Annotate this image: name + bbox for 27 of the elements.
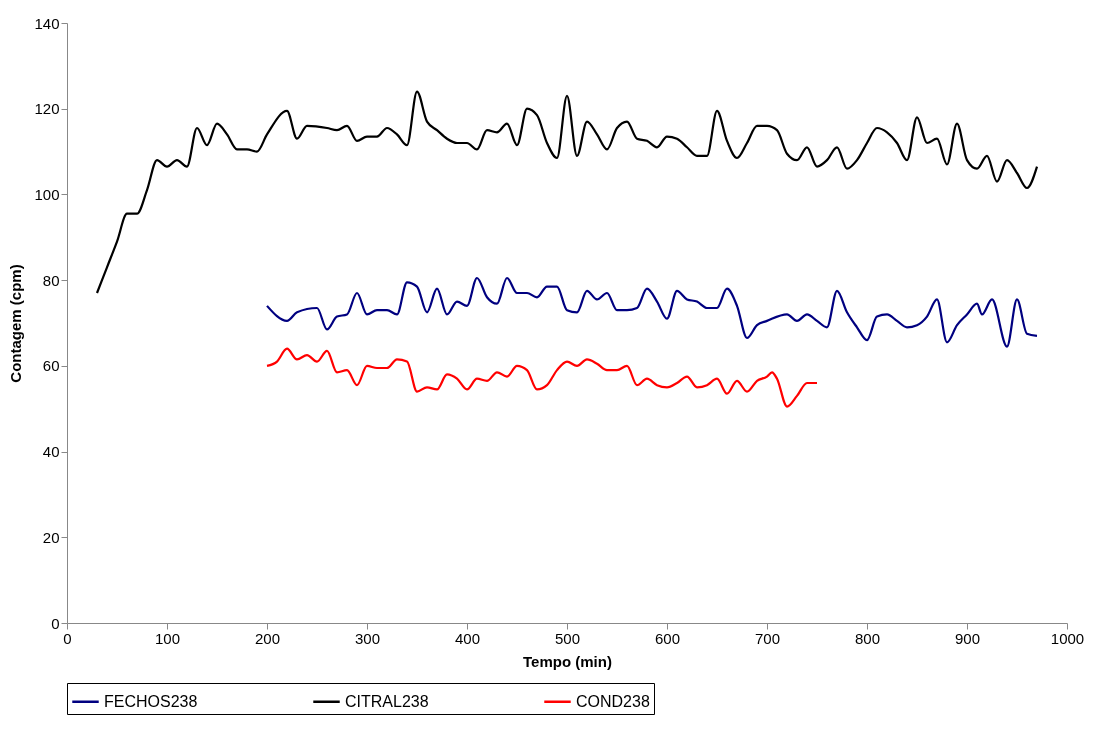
x-axis-title: Tempo (min)	[523, 652, 612, 670]
x-tick-label: 500	[554, 629, 581, 647]
x-tick-label: 200	[254, 629, 281, 647]
legend-label: CITRAL238	[345, 692, 429, 710]
legend-label: COND238	[576, 692, 650, 710]
x-tick-label: 700	[754, 629, 781, 647]
line-series	[265, 276, 1039, 348]
y-axis-title: Contagem (cpm)	[7, 264, 25, 383]
x-tick-label: 600	[654, 629, 681, 647]
x-tick-label: 100	[154, 629, 181, 647]
x-tick-label: 900	[954, 629, 981, 647]
line-series	[265, 347, 819, 408]
line-series	[95, 90, 1039, 295]
x-tick-label: 1000	[1050, 629, 1085, 647]
x-tick-label: 400	[454, 629, 481, 647]
y-tick-label: 20	[42, 528, 60, 546]
y-tick-label: 100	[34, 185, 60, 203]
y-tick-label: 120	[34, 100, 60, 118]
y-tick-label: 60	[42, 357, 60, 375]
y-tick-label: 80	[42, 271, 60, 289]
x-tick-label: 800	[854, 629, 881, 647]
y-tick-label: 40	[42, 443, 60, 461]
legend-label: FECHOS238	[104, 692, 198, 710]
x-tick-label: 0	[63, 629, 72, 647]
y-tick-label: 140	[34, 14, 60, 32]
x-tick-label: 300	[354, 629, 381, 647]
y-tick-label: 0	[51, 614, 60, 632]
